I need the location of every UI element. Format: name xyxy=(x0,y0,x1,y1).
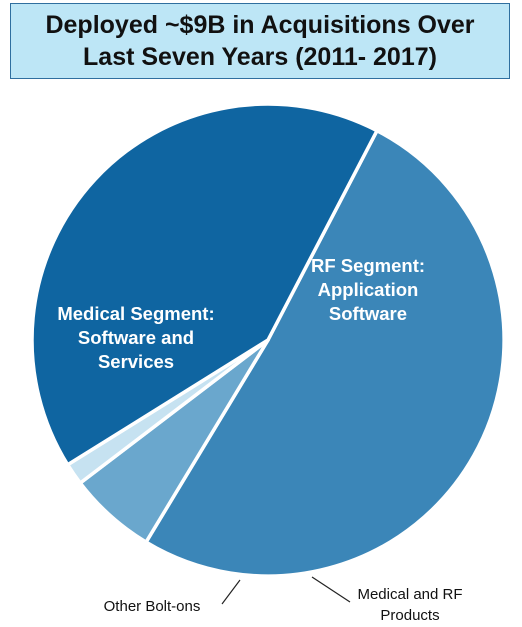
slice-label-medrf: Medical and RF Products xyxy=(357,586,462,624)
chart-title-line-2: Last Seven Years (2011- 2017) xyxy=(83,43,437,71)
slice-label-medrf-line-2: Products xyxy=(380,607,439,624)
chart-title: Deployed ~$9B in Acquisitions Over Last … xyxy=(11,9,509,73)
pie-callouts xyxy=(221,576,351,605)
leader-line-medrf xyxy=(311,576,351,603)
pie-slice-rf xyxy=(144,128,506,578)
chart-title-box: Deployed ~$9B in Acquisitions Over Last … xyxy=(10,3,510,79)
pie-slices xyxy=(30,102,506,578)
slice-label-other: Other Bolt-ons xyxy=(104,598,201,615)
slice-label-medical: Medical Segment: Software and Services xyxy=(57,303,214,372)
slice-label-medical-line-2: Software and xyxy=(78,327,194,348)
slice-label-medical-line-3: Services xyxy=(98,351,174,372)
slice-label-medrf-line-1: Medical and RF xyxy=(357,586,462,603)
chart-title-line-1: Deployed ~$9B in Acquisitions Over xyxy=(45,11,475,39)
slice-label-rf-line-2: Application xyxy=(318,279,419,300)
slice-label-medical-line-1: Medical Segment: xyxy=(57,303,214,324)
slice-label-other-line-1: Other Bolt-ons xyxy=(104,598,201,615)
slice-label-rf: RF Segment: Application Software xyxy=(311,255,425,324)
slice-label-rf-line-1: RF Segment: xyxy=(311,255,425,276)
leader-line-other xyxy=(221,579,241,605)
pie-labels: RF Segment: Application Software Medical an… xyxy=(57,255,462,624)
pie-slice-medical xyxy=(30,102,379,467)
slice-label-rf-line-3: Software xyxy=(329,303,407,324)
